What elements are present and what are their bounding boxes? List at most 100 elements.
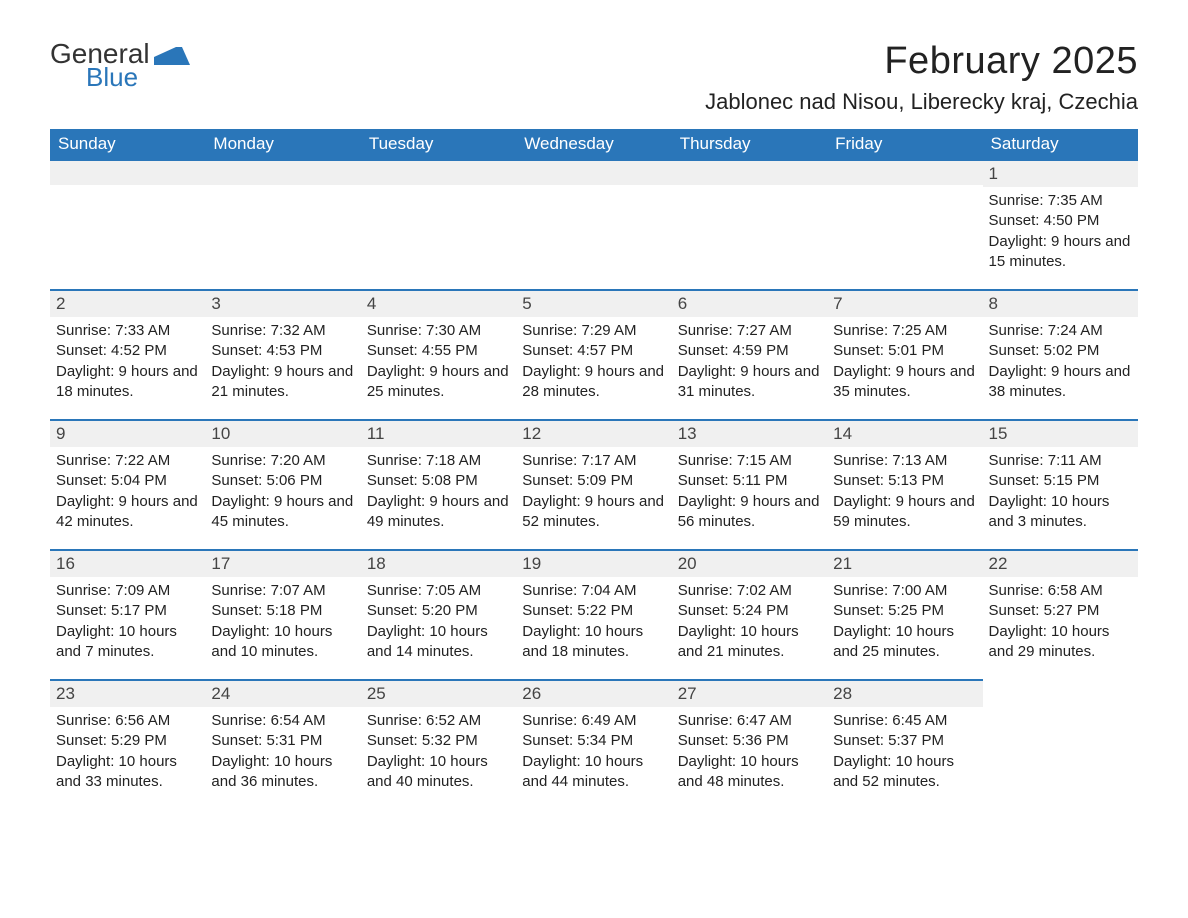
daylight-line: Daylight: 9 hours and 49 minutes. [367,492,510,533]
sunrise-line: Sunrise: 6:52 AM [367,711,510,731]
calendar-week-row: 2Sunrise: 7:33 AMSunset: 4:52 PMDaylight… [50,289,1138,419]
sunset-line: Sunset: 4:50 PM [989,211,1132,231]
day-details: Sunrise: 7:02 AMSunset: 5:24 PMDaylight:… [672,577,827,670]
calendar-day-cell: 20Sunrise: 7:02 AMSunset: 5:24 PMDayligh… [672,549,827,679]
sunrise-line: Sunrise: 7:13 AM [833,451,976,471]
calendar-day-cell: 2Sunrise: 7:33 AMSunset: 4:52 PMDaylight… [50,289,205,419]
sunset-line: Sunset: 5:09 PM [522,471,665,491]
day-number: 9 [50,419,205,447]
sunset-line: Sunset: 5:24 PM [678,601,821,621]
day-details: Sunrise: 7:32 AMSunset: 4:53 PMDaylight:… [205,317,360,410]
calendar-day-cell [205,159,360,289]
day-details: Sunrise: 7:11 AMSunset: 5:15 PMDaylight:… [983,447,1138,540]
daylight-line: Daylight: 9 hours and 59 minutes. [833,492,976,533]
sunrise-line: Sunrise: 6:58 AM [989,581,1132,601]
day-details: Sunrise: 7:27 AMSunset: 4:59 PMDaylight:… [672,317,827,410]
calendar-day-cell [672,159,827,289]
sunset-line: Sunset: 5:13 PM [833,471,976,491]
sunrise-line: Sunrise: 7:22 AM [56,451,199,471]
sunset-line: Sunset: 5:01 PM [833,341,976,361]
day-number: 11 [361,419,516,447]
sunrise-line: Sunrise: 7:27 AM [678,321,821,341]
calendar-day-cell: 15Sunrise: 7:11 AMSunset: 5:15 PMDayligh… [983,419,1138,549]
day-details: Sunrise: 7:17 AMSunset: 5:09 PMDaylight:… [516,447,671,540]
sunset-line: Sunset: 5:11 PM [678,471,821,491]
calendar-day-cell: 18Sunrise: 7:05 AMSunset: 5:20 PMDayligh… [361,549,516,679]
sunset-line: Sunset: 5:37 PM [833,731,976,751]
calendar-day-cell: 6Sunrise: 7:27 AMSunset: 4:59 PMDaylight… [672,289,827,419]
day-number: 25 [361,679,516,707]
calendar-day-cell: 4Sunrise: 7:30 AMSunset: 4:55 PMDaylight… [361,289,516,419]
calendar-day-cell: 12Sunrise: 7:17 AMSunset: 5:09 PMDayligh… [516,419,671,549]
day-details: Sunrise: 7:20 AMSunset: 5:06 PMDaylight:… [205,447,360,540]
sunrise-line: Sunrise: 7:15 AM [678,451,821,471]
daylight-line: Daylight: 9 hours and 56 minutes. [678,492,821,533]
calendar-day-cell [827,159,982,289]
calendar-day-cell: 10Sunrise: 7:20 AMSunset: 5:06 PMDayligh… [205,419,360,549]
day-number: 13 [672,419,827,447]
day-details: Sunrise: 6:45 AMSunset: 5:37 PMDaylight:… [827,707,982,800]
daylight-line: Daylight: 9 hours and 21 minutes. [211,362,354,403]
calendar-day-cell: 17Sunrise: 7:07 AMSunset: 5:18 PMDayligh… [205,549,360,679]
sunset-line: Sunset: 5:08 PM [367,471,510,491]
day-number: 23 [50,679,205,707]
sunset-line: Sunset: 5:34 PM [522,731,665,751]
weekday-header: Wednesday [516,129,671,159]
empty-day-bar [516,159,671,185]
sunset-line: Sunset: 4:57 PM [522,341,665,361]
daylight-line: Daylight: 10 hours and 36 minutes. [211,752,354,793]
sunset-line: Sunset: 5:32 PM [367,731,510,751]
sunset-line: Sunset: 4:52 PM [56,341,199,361]
daylight-line: Daylight: 10 hours and 3 minutes. [989,492,1132,533]
weekday-header: Monday [205,129,360,159]
day-number: 19 [516,549,671,577]
empty-day-bar [50,159,205,185]
empty-day-bar [672,159,827,185]
sunrise-line: Sunrise: 7:33 AM [56,321,199,341]
daylight-line: Daylight: 9 hours and 28 minutes. [522,362,665,403]
day-number: 17 [205,549,360,577]
day-number: 15 [983,419,1138,447]
sunset-line: Sunset: 5:18 PM [211,601,354,621]
sunrise-line: Sunrise: 7:05 AM [367,581,510,601]
calendar-day-cell: 28Sunrise: 6:45 AMSunset: 5:37 PMDayligh… [827,679,982,809]
sunrise-line: Sunrise: 7:32 AM [211,321,354,341]
day-details: Sunrise: 7:30 AMSunset: 4:55 PMDaylight:… [361,317,516,410]
day-number: 3 [205,289,360,317]
sunrise-line: Sunrise: 6:45 AM [833,711,976,731]
sunrise-line: Sunrise: 7:02 AM [678,581,821,601]
daylight-line: Daylight: 10 hours and 33 minutes. [56,752,199,793]
weekday-header: Thursday [672,129,827,159]
daylight-line: Daylight: 9 hours and 52 minutes. [522,492,665,533]
sunrise-line: Sunrise: 7:09 AM [56,581,199,601]
weekday-header-row: SundayMondayTuesdayWednesdayThursdayFrid… [50,129,1138,159]
day-number: 6 [672,289,827,317]
day-number: 10 [205,419,360,447]
calendar-day-cell: 5Sunrise: 7:29 AMSunset: 4:57 PMDaylight… [516,289,671,419]
location-subtitle: Jablonec nad Nisou, Liberecky kraj, Czec… [705,89,1138,115]
sunrise-line: Sunrise: 7:30 AM [367,321,510,341]
calendar-day-cell: 16Sunrise: 7:09 AMSunset: 5:17 PMDayligh… [50,549,205,679]
calendar-day-cell: 9Sunrise: 7:22 AMSunset: 5:04 PMDaylight… [50,419,205,549]
day-number: 5 [516,289,671,317]
header: General Blue February 2025 Jablonec nad … [50,40,1138,115]
sunset-line: Sunset: 4:53 PM [211,341,354,361]
day-number: 28 [827,679,982,707]
calendar-day-cell: 7Sunrise: 7:25 AMSunset: 5:01 PMDaylight… [827,289,982,419]
sunrise-line: Sunrise: 6:47 AM [678,711,821,731]
sunrise-line: Sunrise: 7:00 AM [833,581,976,601]
day-details: Sunrise: 6:47 AMSunset: 5:36 PMDaylight:… [672,707,827,800]
day-details: Sunrise: 7:22 AMSunset: 5:04 PMDaylight:… [50,447,205,540]
calendar-day-cell: 26Sunrise: 6:49 AMSunset: 5:34 PMDayligh… [516,679,671,809]
daylight-line: Daylight: 9 hours and 15 minutes. [989,232,1132,273]
sunrise-line: Sunrise: 7:04 AM [522,581,665,601]
day-details: Sunrise: 7:25 AMSunset: 5:01 PMDaylight:… [827,317,982,410]
sunset-line: Sunset: 4:59 PM [678,341,821,361]
sunset-line: Sunset: 5:02 PM [989,341,1132,361]
daylight-line: Daylight: 10 hours and 21 minutes. [678,622,821,663]
sunset-line: Sunset: 5:15 PM [989,471,1132,491]
daylight-line: Daylight: 10 hours and 25 minutes. [833,622,976,663]
sunrise-line: Sunrise: 6:54 AM [211,711,354,731]
day-details: Sunrise: 7:13 AMSunset: 5:13 PMDaylight:… [827,447,982,540]
daylight-line: Daylight: 10 hours and 29 minutes. [989,622,1132,663]
